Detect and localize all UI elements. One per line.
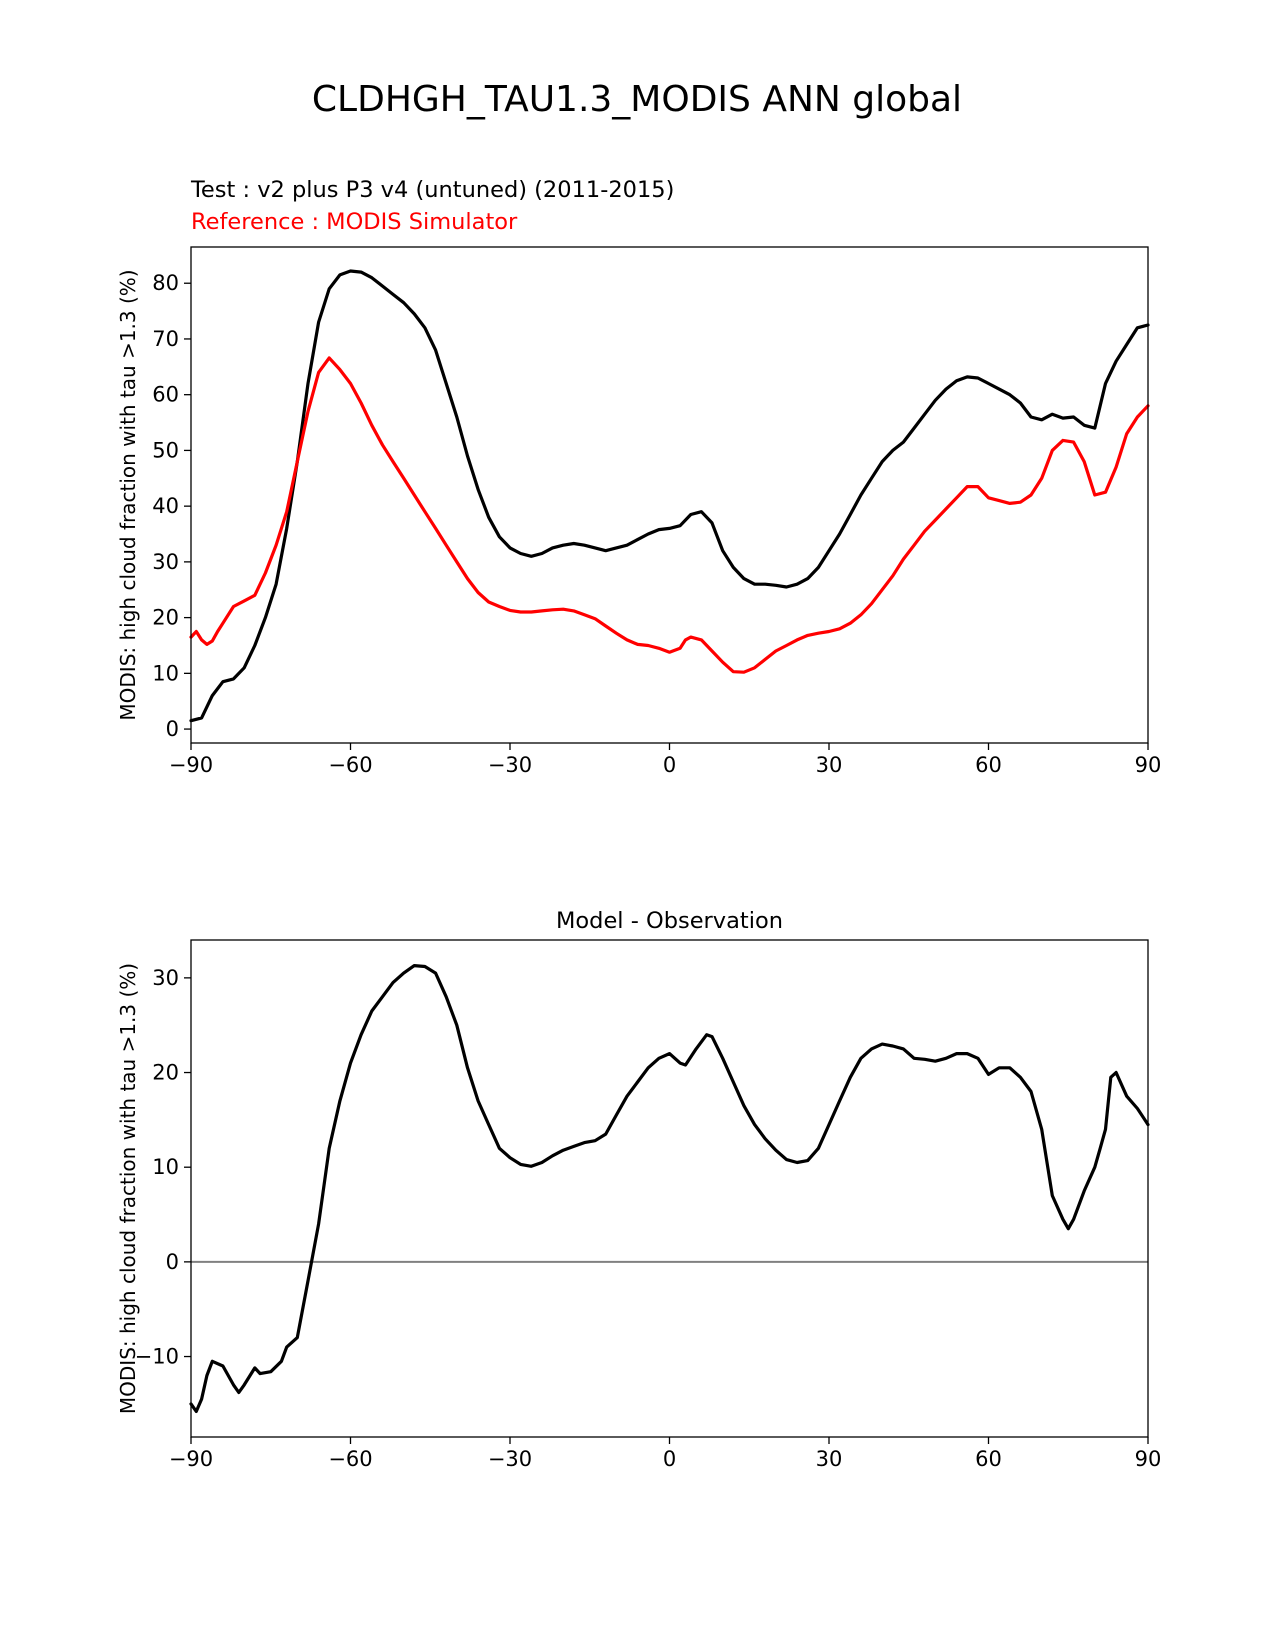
figure-title: CLDHGH_TAU1.3_MODIS ANN global (312, 79, 962, 120)
x-tick-label: −30 (488, 1447, 532, 1471)
x-tick-label: −60 (328, 1447, 372, 1471)
y-axis-label: MODIS: high cloud fraction with tau >1.3… (116, 963, 140, 1414)
y-axis-label: MODIS: high cloud fraction with tau >1.3… (116, 269, 140, 720)
difference-line-chart: Model - Observation −90 −60 −30 0 30 60 90 −10 0 1… (116, 908, 1161, 1471)
y-tick-label: 30 (152, 550, 179, 574)
x-tick-label: 60 (975, 753, 1002, 777)
y-tick-label: 10 (152, 1155, 179, 1179)
y-tick-label: 20 (152, 1061, 179, 1085)
chart-title: Model - Observation (556, 908, 783, 934)
reference-label: Reference : MODIS Simulator (191, 209, 518, 235)
y-tick-label: 30 (152, 966, 179, 990)
y-tick-label: 80 (152, 271, 179, 295)
y-tick-label: 60 (152, 383, 179, 407)
y-tick-label: 0 (166, 717, 179, 741)
y-tick-label: 20 (152, 606, 179, 630)
x-tick-label: −90 (169, 1447, 213, 1471)
x-tick-label: 0 (663, 753, 676, 777)
x-tick-label: −60 (328, 753, 372, 777)
x-tick-label: 0 (663, 1447, 676, 1471)
series-line-0 (189, 269, 1150, 723)
top-line-chart: −90 −60 −30 0 30 60 90 0 10 20 30 40 50 60 70 80 MODIS: … (116, 246, 1162, 777)
x-tick-label: −30 (488, 753, 532, 777)
y-tick-label: −10 (135, 1345, 179, 1369)
series-line-0 (189, 964, 1150, 1413)
x-tick-label: 90 (1135, 753, 1162, 777)
y-tick-label: 10 (152, 661, 179, 685)
y-tick-label: 70 (152, 327, 179, 351)
x-tick-label: −90 (169, 753, 213, 777)
test-label: Test : v2 plus P3 v4 (untuned) (2011-201… (190, 177, 674, 203)
plot-frame (190, 246, 1149, 744)
x-tick-label: 90 (1135, 1447, 1162, 1471)
plot-frame (190, 939, 1149, 1438)
x-tick-label: 30 (816, 1447, 843, 1471)
y-tick-label: 50 (152, 438, 179, 462)
series-line-1 (189, 356, 1150, 674)
x-tick-label: 60 (975, 1447, 1002, 1471)
y-tick-label: 40 (152, 494, 179, 518)
x-tick-label: 30 (816, 753, 843, 777)
y-tick-label: 0 (166, 1250, 179, 1274)
